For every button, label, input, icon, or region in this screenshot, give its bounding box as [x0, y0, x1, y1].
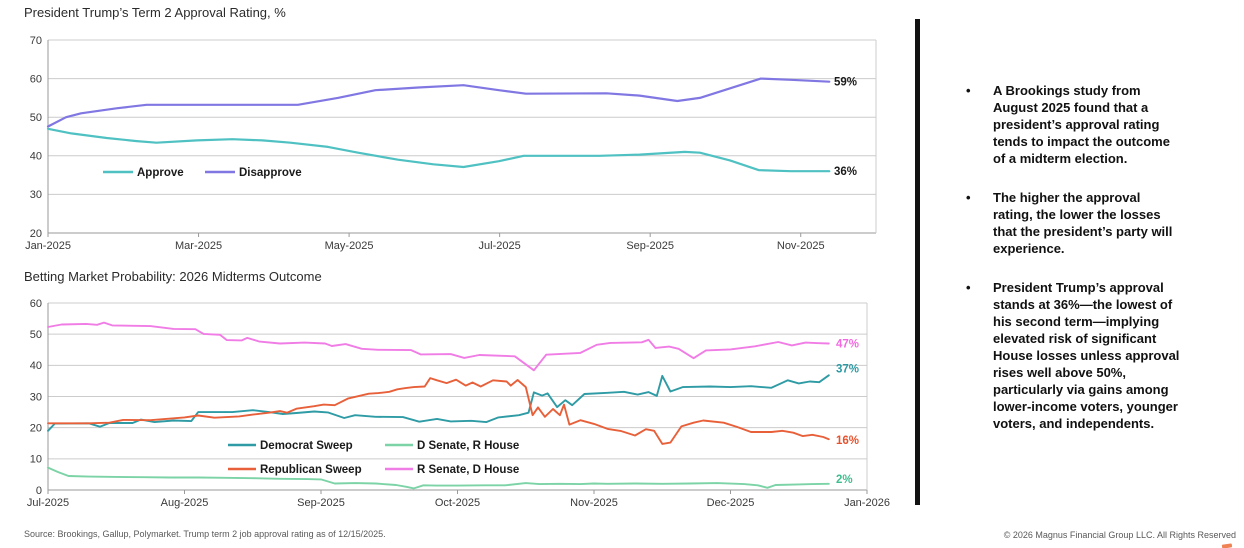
series-line-d-senate-r-house — [47, 466, 830, 490]
series-line-democrat-sweep — [47, 374, 830, 432]
legend-label-democrat-sweep: Democrat Sweep — [260, 440, 353, 452]
commentary-panel: • A Brookings study from August 2025 fou… — [966, 82, 1234, 454]
y-axis-label-0: 0 — [36, 485, 42, 497]
x-axis-label-dec-2025: Dec-2025 — [707, 497, 755, 509]
source-note: Source: Brookings, Gallup, Polymarket. T… — [24, 529, 386, 539]
y-axis-label-50: 50 — [30, 112, 42, 124]
series-line-r-senate-d-house — [47, 321, 830, 372]
x-axis-label-jul-2025: Jul-2025 — [27, 497, 69, 509]
bullet-marker-icon: • — [966, 83, 971, 98]
y-axis-label-10: 10 — [30, 454, 42, 466]
x-axis-label-may-2025: May-2025 — [325, 240, 374, 252]
y-axis-label-30: 30 — [30, 391, 42, 403]
y-axis-label-20: 20 — [30, 422, 42, 434]
series-line-approve — [46, 127, 831, 173]
y-axis-label-30: 30 — [30, 189, 42, 201]
bullet-item: • The higher the approval rating, the lo… — [966, 189, 1234, 257]
y-axis-label-60: 60 — [30, 298, 42, 310]
x-axis-label-sep-2025: Sep-2025 — [297, 497, 345, 509]
legend-label-approve: Approve — [137, 167, 184, 179]
y-axis-label-20: 20 — [30, 228, 42, 240]
series-line-republican-sweep — [47, 377, 830, 445]
x-axis-label-jul-2025: Jul-2025 — [479, 240, 521, 252]
y-axis-label-40: 40 — [30, 151, 42, 163]
bullet-item: • A Brookings study from August 2025 fou… — [966, 82, 1234, 167]
page-corner-mark — [1221, 543, 1233, 548]
y-axis-label-40: 40 — [30, 360, 42, 372]
x-axis-label-jan-2026: Jan-2026 — [844, 497, 890, 509]
vertical-divider — [915, 19, 920, 505]
end-label-republican-sweep: 16% — [836, 435, 859, 447]
end-label-d-senate-r-house: 2% — [836, 474, 853, 486]
legend-label-d-senate-r-house: D Senate, R House — [417, 440, 519, 452]
y-axis-label-60: 60 — [30, 73, 42, 85]
bullet-text: President Trump’s approval stands at 36%… — [993, 280, 1180, 431]
x-axis-label-nov-2025: Nov-2025 — [777, 240, 825, 252]
x-axis-label-nov-2025: Nov-2025 — [570, 497, 618, 509]
bullet-text: A Brookings study from August 2025 found… — [993, 83, 1170, 166]
x-axis-label-jan-2025: Jan-2025 — [25, 240, 71, 252]
legend-label-republican-sweep: Republican Sweep — [260, 464, 362, 476]
end-label-approve: 36% — [834, 166, 857, 178]
legend-label-disapprove: Disapprove — [239, 167, 302, 179]
bullet-marker-icon: • — [966, 190, 971, 205]
top-chart-title: President Trump’s Term 2 Approval Rating… — [24, 5, 286, 20]
x-axis-label-sep-2025: Sep-2025 — [626, 240, 674, 252]
end-label-democrat-sweep: 37% — [836, 363, 859, 375]
series-line-disapprove — [46, 77, 831, 128]
end-label-disapprove: 59% — [834, 77, 857, 89]
bullet-text: The higher the approval rating, the lowe… — [993, 190, 1173, 256]
y-axis-label-50: 50 — [30, 329, 42, 341]
legend-label-r-senate-d-house: R Senate, D House — [417, 464, 519, 476]
x-axis-label-mar-2025: Mar-2025 — [175, 240, 222, 252]
y-axis-label-70: 70 — [30, 35, 42, 47]
bullet-item: • President Trump’s approval stands at 3… — [966, 279, 1234, 432]
x-axis-label-oct-2025: Oct-2025 — [435, 497, 480, 509]
bottom-chart-title: Betting Market Probability: 2026 Midterm… — [24, 269, 322, 284]
bullet-marker-icon: • — [966, 280, 971, 295]
x-axis-label-aug-2025: Aug-2025 — [161, 497, 209, 509]
end-label-r-senate-d-house: 47% — [836, 339, 859, 351]
copyright-note: © 2026 Magnus Financial Group LLC. All R… — [1003, 530, 1236, 540]
